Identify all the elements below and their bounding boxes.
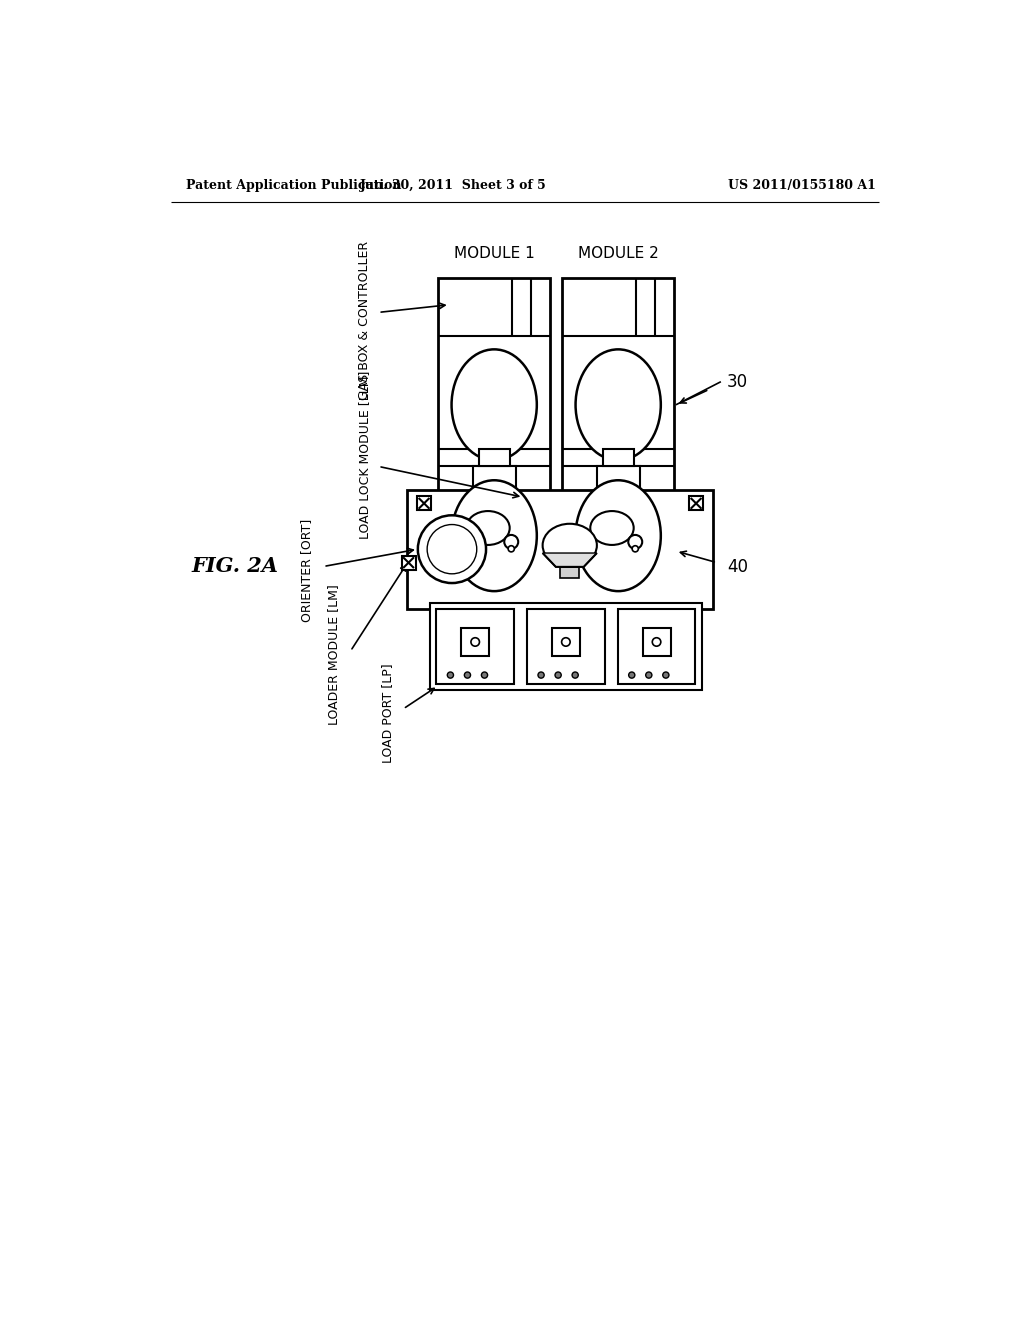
Text: ORIENTER [ORT]: ORIENTER [ORT] [300,519,312,622]
Circle shape [632,545,638,552]
Text: LOAD PORT [LP]: LOAD PORT [LP] [381,663,394,763]
Bar [562,277,675,506]
Text: Jun. 30, 2011  Sheet 3 of 5: Jun. 30, 2011 Sheet 3 of 5 [360,178,547,191]
Circle shape [629,535,642,549]
Ellipse shape [543,524,597,566]
Text: US 2011/0155180 A1: US 2011/0155180 A1 [728,178,877,191]
Bar [578,506,658,558]
Text: FIG. 2A: FIG. 2A [191,557,279,577]
Bar [603,449,634,466]
Text: MODULE 1: MODULE 1 [454,246,535,260]
Text: LOADER MODULE [LM]: LOADER MODULE [LM] [327,585,340,726]
Circle shape [572,672,579,678]
Text: 30: 30 [727,372,749,391]
Bar [417,496,431,511]
Ellipse shape [452,350,537,461]
Bar [454,506,535,558]
Bar [552,628,580,656]
Circle shape [481,672,487,678]
Ellipse shape [575,480,660,591]
Ellipse shape [452,480,537,591]
Circle shape [652,638,660,647]
Circle shape [447,672,454,678]
Text: Patent Application Publication: Patent Application Publication [186,178,401,191]
Circle shape [561,638,570,647]
Bar [430,603,701,689]
Bar [478,449,510,466]
Circle shape [555,672,561,678]
Circle shape [508,545,514,552]
Circle shape [538,672,544,678]
Bar [461,628,489,656]
Bar [597,466,640,490]
Circle shape [471,638,479,647]
Circle shape [646,672,652,678]
Ellipse shape [466,511,510,545]
Bar [407,490,713,609]
Bar [689,496,703,511]
Circle shape [504,535,518,549]
Bar [438,277,550,506]
Ellipse shape [590,511,634,545]
Text: 40: 40 [727,557,749,576]
Circle shape [629,672,635,678]
Bar [643,628,671,656]
Text: MODULE 2: MODULE 2 [578,246,658,260]
Text: GAS BOX & CONTROLLER: GAS BOX & CONTROLLER [357,240,371,400]
Bar [560,566,579,578]
Bar [617,609,695,684]
Circle shape [418,515,486,583]
Bar [473,466,515,490]
Ellipse shape [575,350,660,461]
Polygon shape [543,553,597,566]
Text: LOAD LOCK MODULE [LLM]: LOAD LOCK MODULE [LLM] [357,371,371,539]
Bar [401,556,416,570]
Circle shape [427,524,477,574]
Circle shape [464,672,471,678]
Bar [527,609,604,684]
Bar [436,609,514,684]
Circle shape [663,672,669,678]
